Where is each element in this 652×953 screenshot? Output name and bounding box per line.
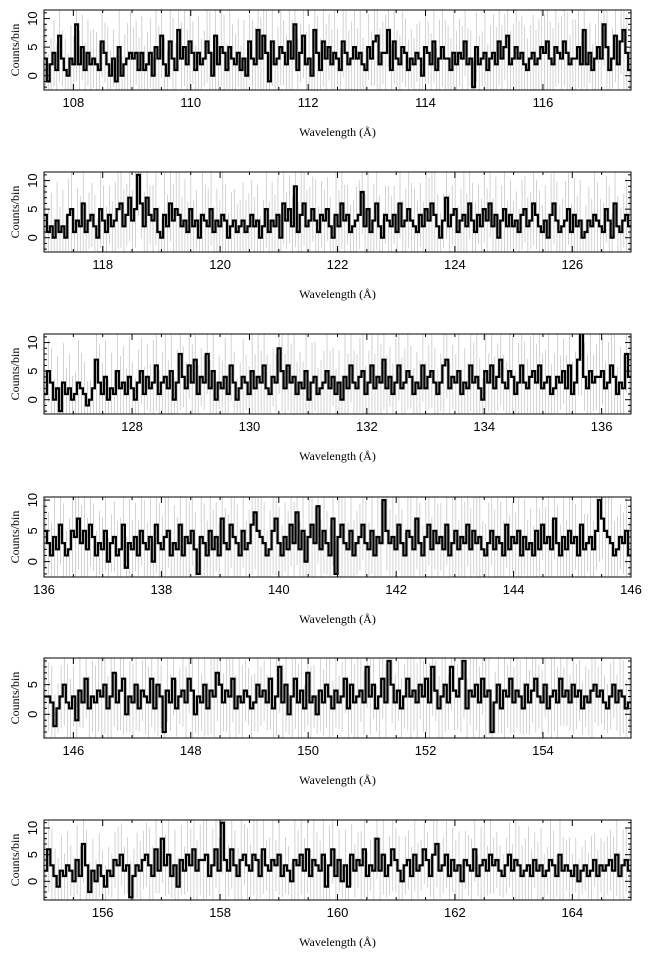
y-axis-title: Counts/bin [8,672,22,725]
x-tick-label: 162 [444,905,466,920]
y-tick-label: 0 [25,878,40,885]
x-tick-label: 158 [209,905,231,920]
spectrum-line [44,23,631,89]
x-axis-title: Wavelength (Å) [299,287,376,301]
y-tick-label: 10 [25,493,40,507]
x-tick-label: 140 [268,582,290,597]
y-tick-label: 0 [25,711,40,718]
spectrum-line [44,334,631,413]
x-tick-label: 136 [591,419,613,434]
y-axis-title: Counts/bin [8,348,22,401]
x-axis-title: Wavelength (Å) [299,449,376,463]
y-tick-label: 0 [25,396,40,403]
plot-area [44,658,631,738]
y-tick-label: 5 [25,206,40,213]
y-axis-title: Counts/bin [8,186,22,239]
x-tick-label: 164 [561,905,583,920]
y-axis-title: Counts/bin [8,511,22,564]
y-tick-label: 10 [25,821,40,835]
y-tick-label: 5 [25,368,40,375]
spectrum-line [44,498,631,576]
x-tick-label: 128 [121,419,143,434]
plot-area [44,820,631,900]
x-axis-title: Wavelength (Å) [299,773,376,787]
y-tick-label: 0 [25,558,40,565]
x-tick-label: 122 [327,257,349,272]
y-tick-label: 0 [25,72,40,79]
spectrum-line [44,659,631,734]
spectrum-line [44,173,631,239]
y-axis-title: Counts/bin [8,24,22,77]
x-tick-label: 152 [415,743,437,758]
x-tick-label: 148 [180,743,202,758]
spectrum-line [44,821,631,899]
x-tick-label: 144 [503,582,525,597]
x-tick-label: 146 [62,743,84,758]
x-tick-label: 146 [620,582,642,597]
plot-area [44,172,631,252]
y-tick-label: 10 [25,11,40,25]
x-tick-label: 156 [92,905,114,920]
x-tick-label: 130 [239,419,261,434]
y-tick-label: 5 [25,681,40,688]
x-tick-label: 116 [533,95,554,110]
x-axis-title: Wavelength (Å) [299,125,376,139]
spectrum-panel-5: 146 148 150 152 154 0 5 Wavelength (Å) Counts/bi… [8,657,632,787]
x-tick-label: 154 [532,743,554,758]
x-tick-label: 160 [327,905,349,920]
y-tick-label: 10 [25,173,40,187]
x-tick-label: 136 [33,582,55,597]
spectrum-panel-4: 136 138 140 142 144 146 0 5 10 Wavelength (Å) Coun… [8,493,642,626]
x-tick-label: 124 [444,257,466,272]
plot-area [44,10,631,90]
spectrum-panel-3: 128 130 132 134 136 0 5 10 Wavelength (Å) Counts/… [8,333,632,463]
x-tick-label: 120 [209,257,231,272]
x-tick-label: 114 [415,95,436,110]
plot-area [44,334,631,414]
x-tick-label: 142 [385,582,407,597]
x-tick-label: 150 [297,743,319,758]
x-tick-label: 108 [62,95,84,110]
x-axis-title: Wavelength (Å) [299,612,376,626]
x-tick-label: 118 [92,257,113,272]
y-tick-label: 5 [25,851,40,858]
y-tick-label: 10 [25,335,40,349]
y-axis-title: Counts/bin [8,834,22,887]
x-tick-label: 126 [561,257,583,272]
x-tick-label: 134 [473,419,495,434]
y-tick-label: 0 [25,234,40,241]
y-tick-label: 5 [25,44,40,51]
spectrum-panel-2: 118 120 122 124 126 0 5 10 Wavelength (Å) Counts/… [8,171,632,301]
x-axis-title: Wavelength (Å) [299,935,376,949]
x-tick-label: 132 [356,419,378,434]
x-tick-label: 110 [180,95,201,110]
x-tick-label: 112 [298,95,319,110]
spectrum-panel-1: 108 110 112 114 116 0 5 10 Wavelength (Å) Counts/… [8,9,632,139]
y-tick-label: 5 [25,527,40,534]
spectrum-panel-6: 156 158 160 162 164 0 5 10 Wavelength (Å) Counts/… [8,819,632,949]
x-tick-label: 138 [151,582,173,597]
plot-area [44,497,631,577]
